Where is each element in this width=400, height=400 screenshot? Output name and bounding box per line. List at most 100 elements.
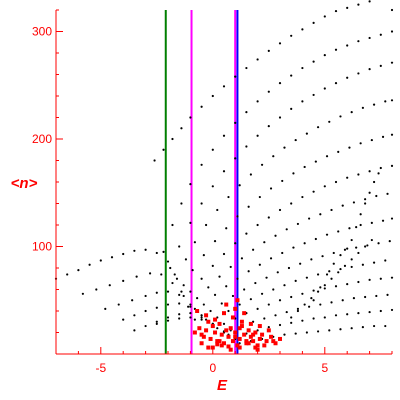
point-s15-13 bbox=[361, 263, 364, 266]
point-s6-10 bbox=[256, 58, 259, 61]
point-s19-12 bbox=[372, 324, 376, 328]
point-s11-7 bbox=[267, 216, 270, 219]
point-s3-7 bbox=[200, 314, 203, 317]
point-s9-5 bbox=[227, 195, 230, 199]
point-s14-3 bbox=[243, 288, 246, 291]
point-s3-3 bbox=[155, 306, 158, 309]
point-s6-20 bbox=[368, 0, 371, 3]
point-s5-1 bbox=[166, 319, 170, 322]
point-s13-6 bbox=[269, 257, 273, 260]
highlight-point-1 bbox=[197, 326, 202, 331]
point-s7-17 bbox=[346, 44, 349, 47]
point-s8-13 bbox=[312, 93, 315, 97]
point-s2-0 bbox=[104, 307, 107, 310]
highlight-point-63 bbox=[233, 334, 238, 339]
point-s10-4 bbox=[225, 227, 228, 230]
point-s15-3 bbox=[249, 298, 252, 301]
y-axis-label: <n> bbox=[11, 175, 38, 192]
point-s10-9 bbox=[281, 179, 284, 183]
point-s19-4 bbox=[283, 333, 286, 336]
x-tick-label-1: 0 bbox=[209, 361, 216, 375]
point-s6-3 bbox=[180, 127, 183, 130]
point-s21-8 bbox=[343, 264, 347, 267]
point-s1-2 bbox=[108, 284, 111, 287]
point-s11-11 bbox=[312, 190, 315, 193]
point-s0-5 bbox=[110, 256, 114, 259]
point-s19-13 bbox=[384, 324, 387, 328]
point-s11-10 bbox=[301, 195, 304, 199]
point-s19-10 bbox=[350, 327, 353, 330]
point-s14-9 bbox=[310, 258, 313, 261]
highlight-point-32 bbox=[273, 341, 278, 346]
point-s20-2 bbox=[325, 273, 329, 276]
point-s8-11 bbox=[290, 107, 293, 110]
point-s21-2 bbox=[303, 303, 306, 306]
highlight-point-59 bbox=[215, 342, 220, 347]
point-s16-7 bbox=[301, 292, 304, 295]
point-s3-0 bbox=[122, 318, 125, 321]
point-s0-6 bbox=[122, 252, 125, 256]
highlight-point-31 bbox=[269, 334, 274, 339]
point-s4-0 bbox=[133, 329, 136, 332]
point-s16-3 bbox=[256, 307, 259, 310]
point-s21-1 bbox=[296, 309, 300, 313]
point-s13-0 bbox=[202, 303, 205, 306]
point-s4-6 bbox=[200, 316, 203, 319]
highlight-point-52 bbox=[251, 332, 256, 337]
point-s17-4 bbox=[274, 314, 277, 317]
point-s12-7 bbox=[274, 234, 277, 237]
point-s9-16 bbox=[350, 111, 353, 114]
point-s8-19 bbox=[379, 64, 382, 67]
point-s10-2 bbox=[202, 254, 205, 257]
point-s20-11 bbox=[372, 180, 376, 184]
point-s20-3 bbox=[332, 262, 335, 265]
point-s20-9 bbox=[364, 202, 367, 205]
point-s20-8 bbox=[359, 213, 362, 216]
tick-marks: -5 0 5 100 200 300 bbox=[32, 9, 393, 375]
point-s5-0 bbox=[155, 322, 158, 325]
point-s13-12 bbox=[337, 230, 340, 233]
point-s13-13 bbox=[348, 227, 351, 230]
point-s10-19 bbox=[390, 133, 394, 136]
point-s19-9 bbox=[339, 328, 342, 331]
point-s11-14 bbox=[346, 176, 349, 179]
point-s13-11 bbox=[325, 233, 329, 236]
point-s10-17 bbox=[370, 138, 373, 142]
point-s9-7 bbox=[249, 173, 252, 176]
point-s6-13 bbox=[290, 34, 293, 37]
point-s20-4 bbox=[339, 254, 342, 257]
point-s0-14 bbox=[193, 318, 196, 321]
point-s10-7 bbox=[258, 195, 261, 199]
point-s11-18 bbox=[390, 164, 394, 167]
point-s10-5 bbox=[236, 215, 239, 218]
highlight-point-26 bbox=[253, 330, 258, 335]
point-s9-14 bbox=[328, 120, 331, 123]
point-s0-8 bbox=[144, 248, 147, 251]
point-s2-1 bbox=[117, 303, 120, 306]
point-s9-4 bbox=[216, 208, 219, 212]
highlight-point-57 bbox=[244, 339, 249, 344]
point-s18-14 bbox=[390, 308, 394, 312]
point-s21-11 bbox=[364, 245, 367, 248]
point-s0-3 bbox=[88, 263, 91, 266]
point-s8-16 bbox=[346, 76, 349, 79]
point-s17-7 bbox=[308, 305, 311, 308]
highlight-point-37 bbox=[222, 311, 226, 316]
point-s5-3 bbox=[189, 316, 192, 319]
point-s8-8 bbox=[256, 134, 259, 137]
point-s13-17 bbox=[390, 217, 394, 220]
point-s8-18 bbox=[368, 68, 371, 71]
point-s7-1 bbox=[171, 223, 174, 227]
point-s13-9 bbox=[303, 242, 306, 245]
point-s18-4 bbox=[278, 323, 282, 327]
point-s17-11 bbox=[352, 297, 356, 300]
point-s17-3 bbox=[263, 317, 266, 320]
point-s14-0 bbox=[209, 309, 212, 313]
point-s7-5 bbox=[211, 148, 214, 151]
point-s10-14 bbox=[337, 150, 340, 153]
point-s13-2 bbox=[225, 285, 228, 288]
point-s13-8 bbox=[292, 246, 295, 249]
point-s8-5 bbox=[222, 170, 226, 173]
point-s7-11 bbox=[278, 82, 282, 85]
point-s18-5 bbox=[290, 321, 293, 324]
